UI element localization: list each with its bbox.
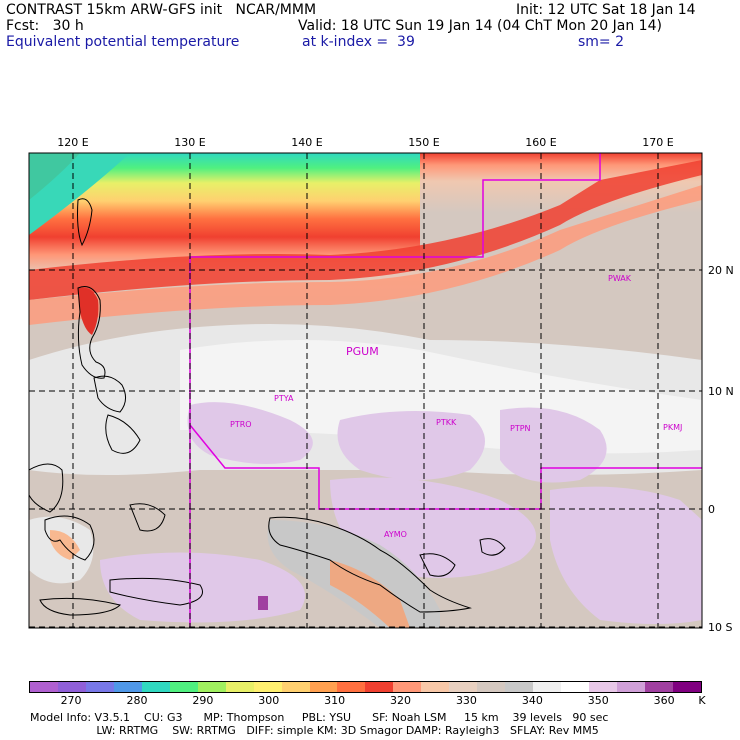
colorbar-swatch (337, 682, 366, 692)
colorbar-swatch (505, 682, 534, 692)
station-pkmj: PKMJ (663, 423, 682, 432)
station-ptya: PTYA (274, 394, 294, 403)
colorbar-tick-label: 300 (258, 694, 280, 707)
lat-label-0: 0 (708, 503, 715, 516)
colorbar-swatch (169, 682, 198, 692)
station-aymo: AYMO (384, 530, 407, 539)
lon-label-120e: 120 E (57, 136, 88, 149)
colorbar-tick-label: 330 (455, 694, 477, 707)
colorbar-tick-label: 270 (60, 694, 82, 707)
colorbar-swatch (617, 682, 645, 692)
header-forecast-hour: Fcst: 30 h (6, 18, 84, 34)
colorbar (29, 681, 702, 693)
colorbar-swatch (57, 682, 86, 692)
station-ptkk: PTKK (436, 418, 457, 427)
station-pgum: PGUM (346, 345, 379, 358)
colorbar-tick-label: 320 (390, 694, 412, 707)
colorbar-swatch (477, 682, 506, 692)
colorbar-tick-label: 280 (126, 694, 148, 707)
lon-label-160e: 160 E (525, 136, 556, 149)
graticule (29, 153, 702, 628)
colorbar-swatch (589, 682, 618, 692)
colorbar-swatch (30, 682, 58, 692)
colorbar-swatch (253, 682, 282, 692)
colorbar-tick-label: 360 (653, 694, 675, 707)
colorbar-swatch (281, 682, 310, 692)
station-ptpn: PTPN (510, 424, 531, 433)
station-pwak: PWAK (608, 274, 632, 283)
colorbar-tick-label: 290 (192, 694, 214, 707)
colorbar-swatch (421, 682, 450, 692)
colorbar-swatch (672, 682, 701, 692)
model-info-line2: LW: RRTMG SW: RRTMG DIFF: simple KM: 3D … (30, 724, 599, 737)
map-border (28, 152, 703, 629)
header-title: CONTRAST 15km ARW-GFS init NCAR/MMM (6, 2, 317, 18)
colorbar-swatch (533, 682, 562, 692)
colorbar-tick-label: 350 (587, 694, 609, 707)
colorbar-tick-label: 340 (521, 694, 543, 707)
colorbar-swatch (225, 682, 254, 692)
model-info-line1: Model Info: V3.5.1 CU: G3 MP: Thompson P… (30, 711, 609, 724)
colorbar-swatch (393, 682, 422, 692)
coastlines (29, 198, 506, 616)
lon-label-130e: 130 E (174, 136, 205, 149)
lat-label-20n: 20 N (708, 264, 734, 277)
colorbar-swatch (449, 682, 478, 692)
header-valid-time: Valid: 18 UTC Sun 19 Jan 14 (04 ChT Mon … (298, 18, 662, 34)
colorbar-tick-label: 310 (324, 694, 346, 707)
lon-label-170e: 170 E (642, 136, 673, 149)
smoothing-value: sm= 2 (578, 34, 625, 50)
colorbar-swatch (365, 682, 394, 692)
colorbar-swatch (561, 682, 590, 692)
lat-label-10s: 10 S (708, 621, 732, 634)
colorbar-swatch (644, 682, 673, 692)
lon-label-140e: 140 E (291, 136, 322, 149)
lon-label-150e: 150 E (408, 136, 439, 149)
level-index: at k-index = 39 (302, 34, 415, 50)
colorbar-swatch (113, 682, 142, 692)
colorbar-swatch (197, 682, 226, 692)
colorbar-swatch (309, 682, 338, 692)
colorbar-swatch (141, 682, 170, 692)
header-init-time: Init: 12 UTC Sat 18 Jan 14 (516, 2, 696, 18)
lat-label-10n: 10 N (708, 385, 734, 398)
field-name: Equivalent potential temperature (6, 34, 240, 50)
colorbar-swatch (85, 682, 114, 692)
station-ptro: PTRO (230, 420, 252, 429)
colorbar-unit: K (698, 694, 706, 707)
